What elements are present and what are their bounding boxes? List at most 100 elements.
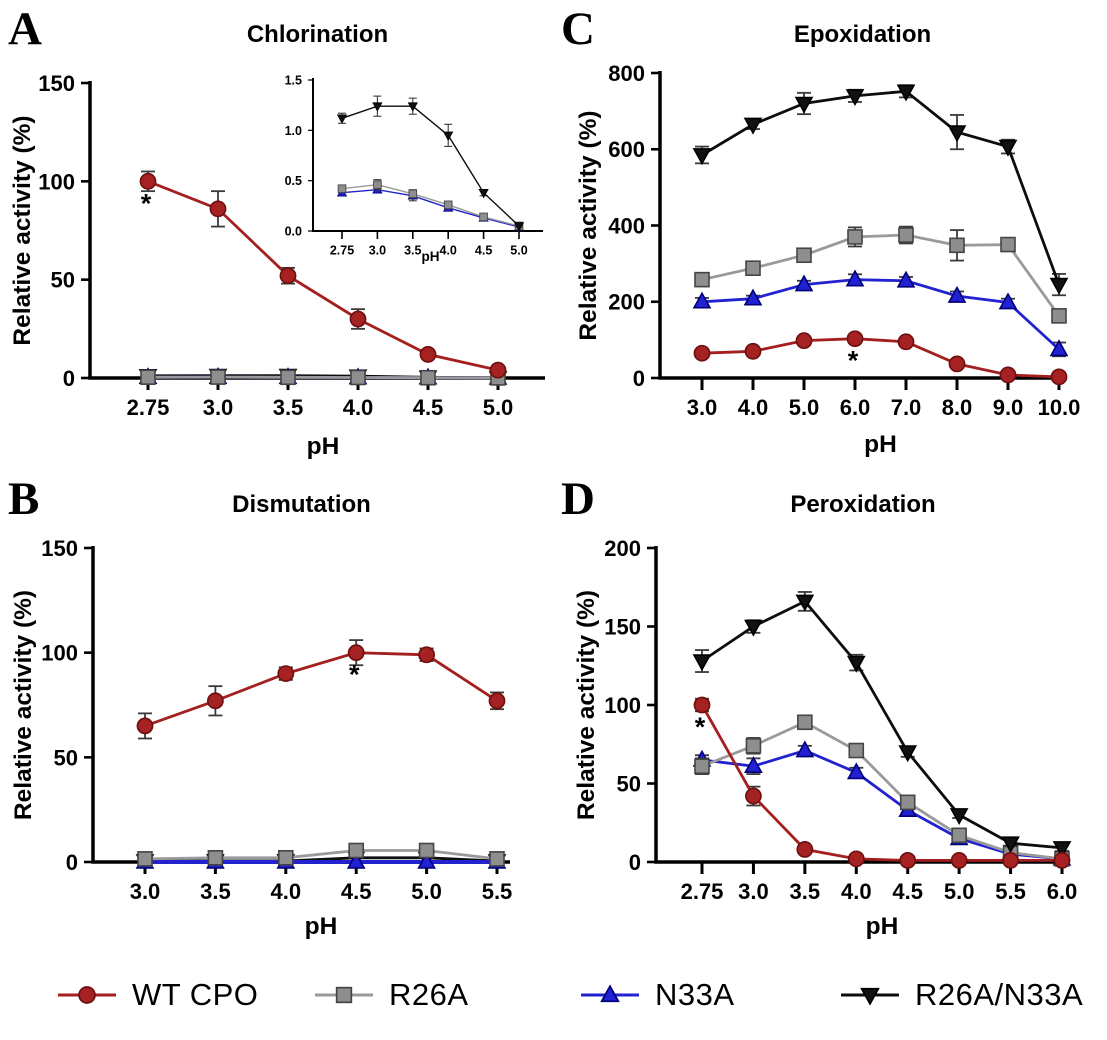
line-r26a [701,233,1061,317]
marker-wt-cpo [136,717,154,735]
marker-r26a-n33a [372,102,383,112]
line-wt-cpo [700,704,1062,862]
marker-wt-cpo [277,665,295,682]
marker-r26a-n33a [407,102,418,112]
chlorination-chart: 0 50 100 150 2.75 3.0 3.5 4.0 4.5 5.0 pH Relative a… [9,21,545,460]
marker-r26a [207,850,224,866]
marker-r26a [140,369,156,385]
series-n33a [692,269,1069,358]
marker-r26a [951,827,967,844]
marker-r26a-n33a [845,89,865,107]
marker-wt-cpo [693,696,711,714]
marker-r26a-n33a [744,619,763,637]
marker-n33a [743,288,763,306]
marker-r26a [408,189,418,199]
marker-wt-cpo [489,361,507,379]
legend-marker-wt-cpo [78,986,96,1004]
epoxidation-plot: 0 200 400 600 800 3.0 4.0 5.0 6.0 7.0 8.0 9.0 10.0 pH… [575,21,1080,458]
y-tick-label: 1.0 [285,124,302,138]
marker-n33a [794,274,814,292]
marker-wt-cpo [206,692,224,710]
marker-wt-cpo [419,345,437,363]
y-axis-label: Relative activity (%) [10,590,37,820]
y-tick-label: 50 [51,268,75,293]
r26a-n33a-legend-glyph [841,987,899,1006]
x-tick-label: 10.0 [1038,395,1081,420]
marker-r26a [418,842,435,859]
wt-cpo-legend-glyph [58,986,116,1004]
marker-n33a [795,740,815,758]
marker-r26a [348,842,365,859]
x-tick-label: 3.0 [738,879,769,904]
n33a-triangle-up-icon [578,981,642,1009]
marker-r26a [1000,236,1016,253]
y-axis-label: Relative activity (%) [573,590,600,820]
line-r26a [144,849,498,861]
line-wt-cpo [701,337,1060,379]
x-tick-label: 5.0 [510,244,527,258]
legend-item-r26a-n33a: R26A/N33A [838,977,1083,1013]
line-n33a [701,278,1060,351]
wt-cpo-circle-icon [55,981,119,1009]
series-r26a-n33a [692,84,1069,297]
marker-wt-cpo [899,852,917,869]
marker-n33a [744,756,763,774]
x-tick-label: 5.0 [483,395,514,420]
r26a-legend-glyph [315,986,373,1004]
marker-r26a-n33a [949,808,969,826]
legend: WT CPO R26A N33A R26A/N33A [0,950,1107,1040]
x-tick-label: 4.0 [343,395,374,420]
x-tick-label: 8.0 [942,395,973,420]
x-axis-label: pH [866,913,899,940]
series-n33a [135,851,507,869]
line-r26a-n33a [701,599,1063,850]
marker-r26a-n33a [513,222,525,232]
series-r26a-n33a [692,591,1072,859]
chart-title: Epoxidation [794,21,931,48]
y-tick-label: 150 [604,614,641,639]
marker-wt-cpo [418,646,435,664]
line-r26a-n33a [341,105,520,227]
marker-n33a [998,292,1018,310]
legend-label-r26a-n33a: R26A/N33A [915,977,1084,1012]
x-axis-label: pH [422,249,440,264]
y-tick-label: 1.5 [285,74,302,88]
chlorination-inset-plot: 0.0 0.5 1.0 1.5 2.75 3.0 3.5 4.0 4.5 5.0 pH [285,74,543,264]
marker-r26a [796,247,812,264]
x-tick-label: 7.0 [891,395,922,420]
marker-n33a [417,851,436,869]
x-tick-label: 3.5 [200,879,231,904]
series-r26a [140,369,506,386]
marker-r26a-n33a [1052,841,1072,859]
significance-asterisk: * [141,188,152,218]
panel-d-peroxidation: D 0 50 100 150 200 2.75 3.0 3.5 4.0 4.5 5.0 5.5 6.0 p… [553,470,1107,950]
x-tick-label: 2.75 [681,879,724,904]
marker-r26a-n33a [896,84,916,102]
legend-marker-r26a-n33a [860,987,880,1006]
y-tick-label: 0 [633,366,645,391]
y-tick-label: 150 [38,71,75,96]
marker-wt-cpo [139,172,157,190]
marker-wt-cpo [795,332,813,350]
marker-r26a [337,184,347,194]
line-n33a [341,188,520,228]
legend-marker-n33a [600,984,620,1003]
marker-r26a [443,200,453,210]
y-tick-label: 800 [608,61,645,86]
x-tick-label: 5.5 [482,879,513,904]
x-tick-label: 4.0 [440,244,457,258]
marker-r26a [210,369,226,385]
x-tick-label: 3.0 [203,395,234,420]
marker-wt-cpo [209,200,227,218]
x-tick-label: 5.0 [411,879,442,904]
marker-r26a [277,850,294,866]
marker-r26a [899,794,916,811]
x-axis-label: pH [305,913,338,940]
marker-r26a [797,714,813,731]
legend-marker-r26a [335,986,353,1004]
marker-r26a [350,369,366,386]
x-tick-label: 5.0 [789,395,820,420]
marker-wt-cpo [745,787,762,805]
marker-r26a [898,227,914,243]
